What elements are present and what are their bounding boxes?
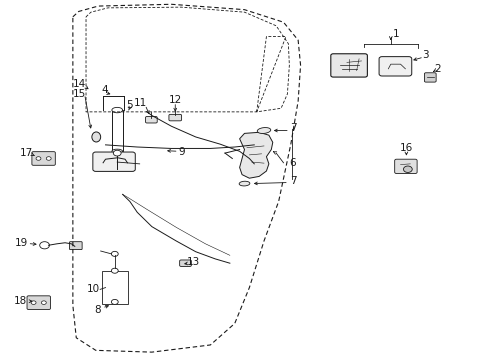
Text: 2: 2: [433, 64, 440, 74]
Text: 16: 16: [399, 143, 412, 153]
Ellipse shape: [239, 181, 249, 186]
Text: 8: 8: [94, 305, 101, 315]
FancyBboxPatch shape: [394, 159, 416, 174]
FancyBboxPatch shape: [424, 73, 435, 82]
Circle shape: [111, 251, 118, 256]
Text: 7: 7: [289, 176, 296, 186]
FancyBboxPatch shape: [168, 114, 181, 121]
FancyBboxPatch shape: [330, 54, 366, 77]
Text: 4: 4: [102, 85, 108, 95]
FancyBboxPatch shape: [93, 152, 135, 171]
Text: 12: 12: [168, 95, 182, 105]
Circle shape: [46, 157, 51, 160]
Ellipse shape: [92, 132, 101, 142]
Circle shape: [113, 150, 121, 156]
Text: 15: 15: [73, 89, 86, 99]
Circle shape: [111, 300, 118, 305]
Circle shape: [36, 157, 41, 160]
Text: 9: 9: [179, 147, 185, 157]
Text: 7: 7: [289, 123, 296, 133]
FancyBboxPatch shape: [145, 117, 157, 123]
Text: 19: 19: [15, 238, 28, 248]
Text: 3: 3: [422, 50, 428, 60]
Ellipse shape: [257, 127, 270, 134]
Text: 5: 5: [126, 100, 132, 111]
FancyBboxPatch shape: [179, 260, 191, 266]
Text: 6: 6: [288, 158, 295, 168]
FancyBboxPatch shape: [32, 152, 55, 165]
Text: 18: 18: [14, 296, 27, 306]
Circle shape: [31, 301, 36, 305]
Text: 11: 11: [134, 98, 147, 108]
FancyBboxPatch shape: [378, 57, 411, 76]
FancyBboxPatch shape: [69, 242, 82, 249]
Text: 10: 10: [86, 284, 100, 294]
Bar: [102, 271, 128, 304]
Text: 13: 13: [186, 257, 200, 267]
Circle shape: [40, 242, 49, 249]
Polygon shape: [239, 132, 272, 178]
Circle shape: [41, 301, 46, 305]
Text: 1: 1: [391, 29, 398, 39]
Bar: [112, 110, 122, 151]
Ellipse shape: [112, 149, 122, 153]
Text: 17: 17: [20, 148, 33, 158]
Text: 14: 14: [73, 79, 86, 89]
Circle shape: [111, 268, 118, 273]
FancyBboxPatch shape: [27, 296, 50, 310]
Ellipse shape: [403, 166, 411, 172]
Ellipse shape: [112, 107, 122, 113]
